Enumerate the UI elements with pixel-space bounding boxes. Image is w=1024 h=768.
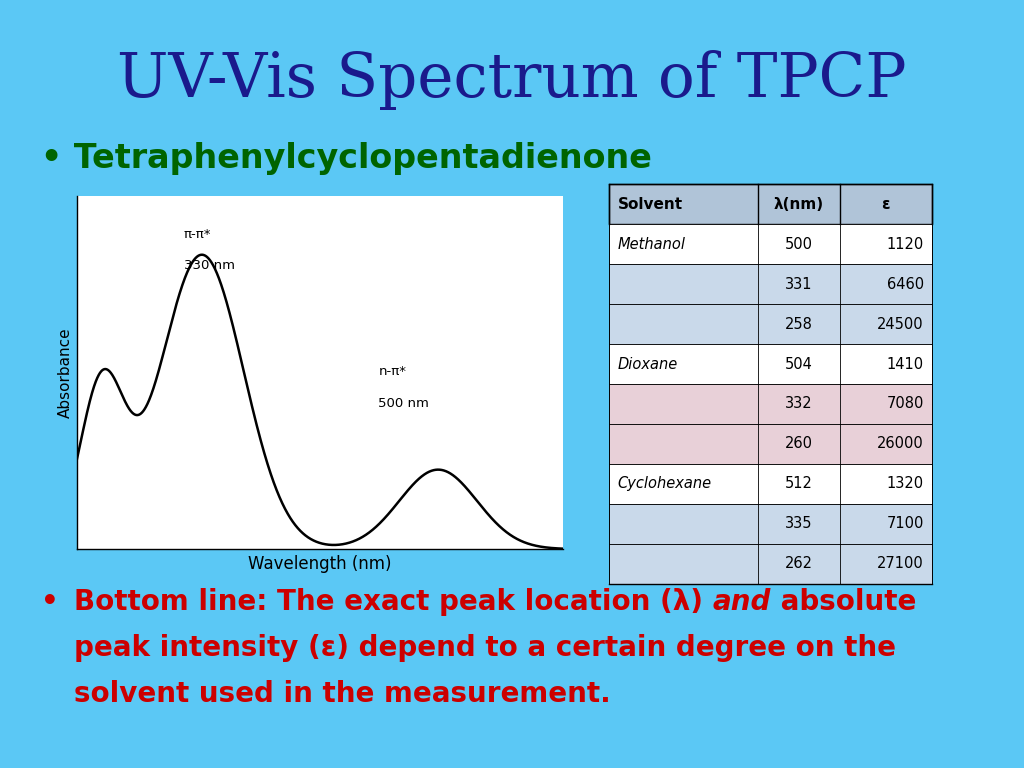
Text: 500: 500 (784, 237, 813, 252)
Text: •: • (41, 588, 58, 615)
Text: n-π*: n-π* (378, 366, 407, 379)
Text: 332: 332 (785, 396, 812, 412)
Text: solvent used in the measurement.: solvent used in the measurement. (74, 680, 610, 707)
Text: π-π*: π-π* (184, 227, 211, 240)
Text: 1120: 1120 (887, 237, 924, 252)
Text: 6460: 6460 (887, 276, 924, 292)
Text: 335: 335 (785, 516, 812, 531)
Text: peak intensity (ε) depend to a certain degree on the: peak intensity (ε) depend to a certain d… (74, 634, 896, 661)
Text: Dioxane: Dioxane (617, 356, 678, 372)
Text: ε: ε (882, 197, 890, 212)
Text: absolute: absolute (771, 588, 916, 615)
Text: 504: 504 (784, 356, 813, 372)
Text: 500 nm: 500 nm (378, 397, 429, 410)
Text: • Tetraphenylcyclopentadienone: • Tetraphenylcyclopentadienone (41, 142, 652, 175)
Text: Methanol: Methanol (617, 237, 685, 252)
Text: λ(nm): λ(nm) (774, 197, 823, 212)
Text: 262: 262 (784, 556, 813, 571)
Text: Solvent: Solvent (617, 197, 683, 212)
Text: 24500: 24500 (877, 316, 924, 332)
Text: 258: 258 (784, 316, 813, 332)
Text: Cyclohexane: Cyclohexane (617, 476, 712, 492)
Text: 331: 331 (785, 276, 812, 292)
Text: UV-Vis Spectrum of TPCP: UV-Vis Spectrum of TPCP (118, 50, 906, 110)
Text: 1320: 1320 (887, 476, 924, 492)
Text: 7100: 7100 (887, 516, 924, 531)
Text: Bottom line: The exact peak location (λ): Bottom line: The exact peak location (λ) (74, 588, 713, 615)
Text: 260: 260 (784, 436, 813, 452)
Text: and: and (713, 588, 771, 615)
Text: 1410: 1410 (887, 356, 924, 372)
Text: 7080: 7080 (887, 396, 924, 412)
Text: 512: 512 (784, 476, 813, 492)
Text: 27100: 27100 (877, 556, 924, 571)
Text: 26000: 26000 (877, 436, 924, 452)
Text: 330 nm: 330 nm (184, 260, 234, 273)
Y-axis label: Absorbance: Absorbance (57, 327, 73, 418)
X-axis label: Wavelength (nm): Wavelength (nm) (248, 554, 392, 573)
